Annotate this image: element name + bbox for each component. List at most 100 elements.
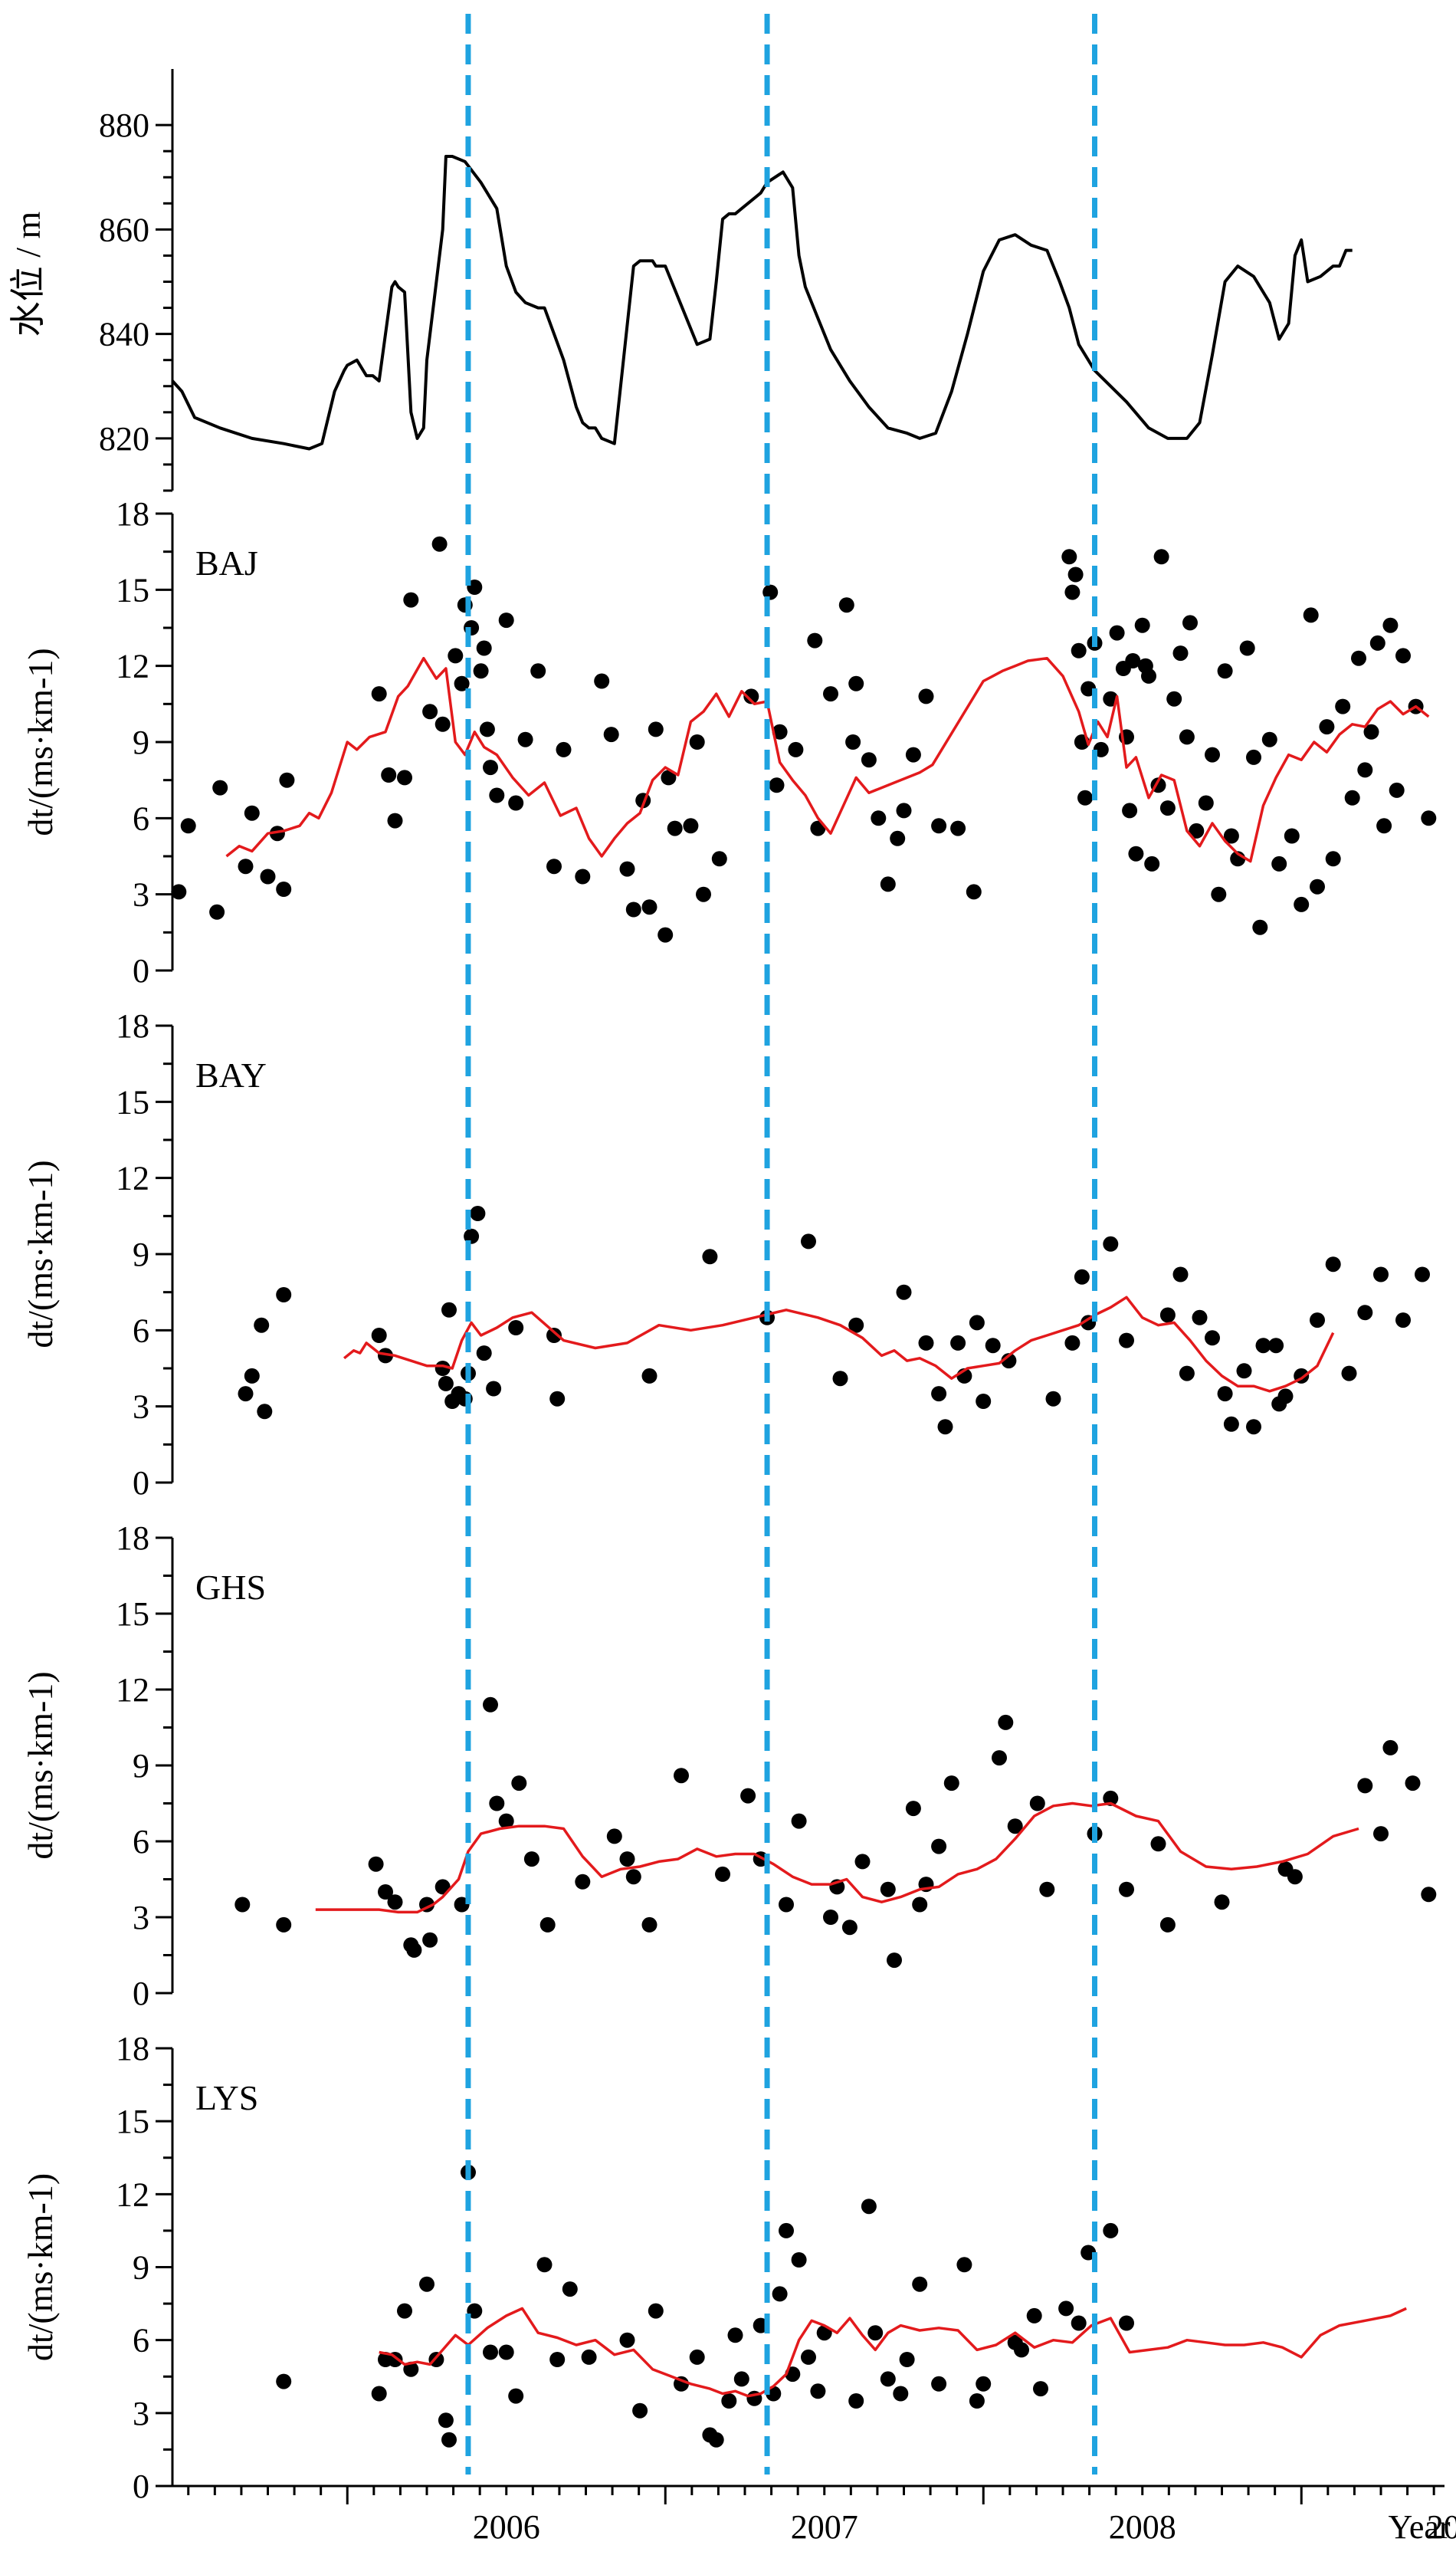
moving-average-line (315, 1801, 1359, 1914)
data-point (861, 752, 877, 768)
data-point (594, 673, 610, 689)
data-point (387, 1894, 403, 1910)
data-point (269, 826, 285, 842)
data-point (848, 675, 864, 691)
data-point (632, 2402, 648, 2419)
data-point (1128, 846, 1144, 862)
data-point (254, 1317, 270, 1333)
data-point (841, 1920, 858, 1936)
data-point (1246, 1419, 1261, 1435)
data-point (1198, 795, 1214, 811)
data-point (950, 1335, 966, 1351)
data-point (1382, 1739, 1399, 1755)
data-point (880, 876, 896, 892)
data-point (648, 2303, 664, 2319)
data-point (762, 584, 779, 600)
data-point (992, 1750, 1007, 1766)
data-point (171, 884, 187, 900)
data-point (931, 1838, 947, 1854)
data-point (1045, 1391, 1061, 1407)
data-point (848, 2393, 864, 2409)
data-point (441, 2432, 457, 2448)
data-point (854, 1854, 871, 1870)
data-point (1064, 584, 1081, 600)
data-point (1357, 1305, 1373, 1321)
data-point (683, 818, 699, 834)
data-point (791, 1813, 807, 1829)
data-point (1382, 617, 1399, 633)
data-point (276, 1916, 292, 1933)
data-point (1014, 2342, 1029, 2358)
data-point (893, 2386, 909, 2402)
data-point (1071, 2315, 1087, 2331)
data-point (483, 1696, 498, 1713)
data-point (603, 727, 619, 743)
data-point (1103, 1236, 1119, 1252)
data-point (912, 1897, 928, 1913)
panel-label-bay: BAY (195, 1056, 267, 1095)
data-point (702, 1249, 718, 1265)
data-point (1125, 653, 1141, 668)
data-point (397, 2303, 412, 2319)
data-point (727, 2327, 743, 2343)
data-point (950, 820, 966, 836)
data-point (511, 1775, 527, 1791)
data-point (689, 2349, 705, 2365)
data-point (625, 1869, 641, 1885)
data-point (244, 805, 260, 821)
data-point (861, 2199, 877, 2215)
panel-label-ghs: GHS (195, 1568, 266, 1607)
data-point (1033, 2381, 1048, 2397)
data-point (1303, 607, 1319, 623)
data-point (606, 1828, 622, 1844)
data-point (1246, 749, 1261, 765)
data-point (1357, 762, 1373, 778)
data-point (1067, 567, 1084, 583)
data-point (498, 2344, 514, 2360)
data-point (257, 1404, 273, 1420)
x-tick-label: 2006 (473, 2508, 540, 2546)
y-tick-label: 3 (133, 1899, 149, 1936)
data-point (1287, 1869, 1303, 1885)
data-point (431, 536, 448, 552)
data-point (733, 2371, 749, 2387)
data-point (1395, 1312, 1411, 1328)
data-point (740, 1788, 756, 1804)
y-tick-label: 6 (133, 1312, 149, 1349)
data-point (1061, 549, 1077, 565)
data-point (1109, 625, 1125, 641)
data-point (1252, 919, 1268, 935)
data-point (1179, 1365, 1195, 1381)
panel-bay: 0 3 6 9 12 15 18 BAY dt/(ms·km-1) (21, 1007, 1430, 1502)
data-point (969, 1315, 985, 1331)
y-axis-label: dt/(ms·km-1) (21, 2173, 60, 2361)
data-point (1294, 896, 1310, 912)
data-point (387, 813, 403, 829)
data-point (779, 2222, 794, 2238)
data-point (1363, 724, 1379, 740)
data-point (441, 1302, 457, 1318)
data-point (508, 2388, 524, 2404)
data-point (1284, 828, 1300, 844)
y-tick-label: 0 (133, 1464, 149, 1502)
data-point (1211, 886, 1227, 902)
data-point (517, 731, 533, 747)
data-point (772, 724, 788, 740)
data-point (1214, 1894, 1230, 1910)
data-point (238, 859, 254, 875)
data-point (838, 597, 854, 613)
data-point (1236, 1363, 1252, 1379)
data-point (801, 1233, 816, 1250)
data-point (912, 2276, 928, 2292)
data-point (1103, 2222, 1119, 2238)
data-point (788, 741, 804, 757)
data-point (810, 2383, 826, 2399)
x-tick-label: 2007 (791, 2508, 858, 2546)
data-point (956, 2257, 972, 2273)
data-point (1373, 1826, 1389, 1842)
data-point (180, 818, 196, 834)
data-point (403, 592, 419, 608)
data-point (1026, 2307, 1042, 2323)
data-point (530, 663, 546, 679)
